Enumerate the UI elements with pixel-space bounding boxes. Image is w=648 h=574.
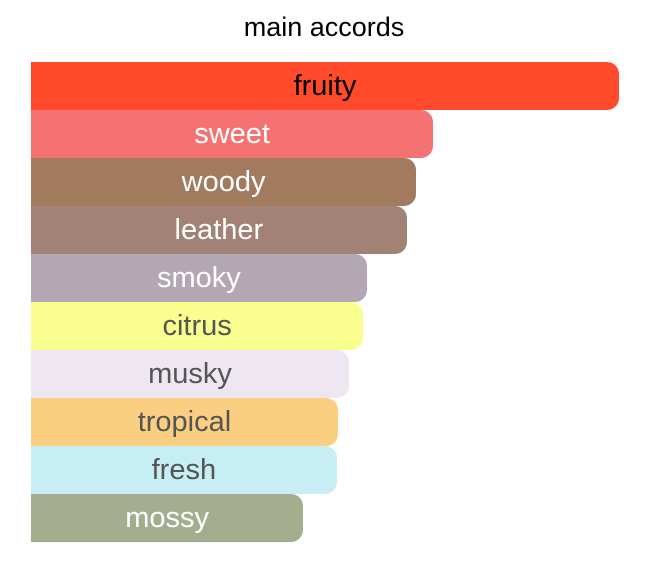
bar-label: fresh [151,453,217,486]
bar-label: woody [181,165,266,198]
bar-label: sweet [194,117,270,150]
bar-sweet: sweet [31,110,434,158]
bar-fresh: fresh [31,446,337,494]
bar-label: fruity [293,69,357,102]
bar-label: musky [148,357,232,390]
bar-label: leather [174,213,264,246]
accords-bar-chart: fruity sweet woody leather smoky citrus musky t… [31,62,619,542]
bar-woody: woody [31,158,417,206]
bar-label: citrus [162,309,232,342]
bar-tropical: tropical [31,398,338,446]
chart-title: main accords [243,12,405,42]
bar-label: tropical [137,405,232,438]
bar-leather: leather [31,206,407,254]
bar-smoky: smoky [31,254,367,302]
bar-musky: musky [31,350,350,398]
bar-label: smoky [156,261,241,294]
bar-label: mossy [125,501,210,534]
bar-mossy: mossy [31,494,304,542]
bar-fruity: fruity [31,62,619,110]
bar-citrus: citrus [31,302,364,350]
